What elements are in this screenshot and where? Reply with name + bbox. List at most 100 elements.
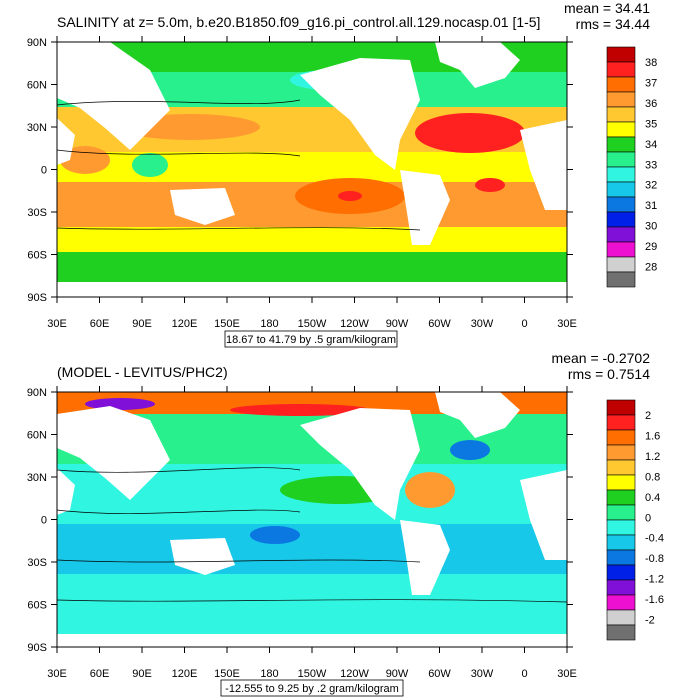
land-south-america (400, 170, 450, 245)
x-tick-label: 90E (132, 668, 152, 680)
colorbar-swatch (606, 399, 636, 416)
x-tick-label: 150E (214, 668, 240, 680)
colorbar-label: -0.4 (645, 533, 664, 545)
colorbar-label: 1.6 (645, 430, 660, 442)
land-asia (57, 42, 170, 150)
colorbar-swatch (606, 609, 636, 626)
land-africa (520, 470, 567, 560)
colorbar-swatch (606, 61, 636, 78)
arctic-negative (85, 398, 155, 410)
land-australia (170, 538, 235, 575)
y-axis: 90N 60N 30N 0 30S 60S 90S (27, 37, 573, 304)
south-pacific-negative (250, 526, 300, 544)
colorbar-swatch (606, 564, 636, 581)
colorbar-swatch (606, 106, 636, 123)
x-tick-label: 120W (340, 668, 369, 680)
y-tick-label: 90N (27, 37, 47, 49)
land-north-america (300, 408, 420, 520)
indonesia-fresh (132, 153, 168, 177)
colorbar-swatch (606, 121, 636, 138)
colorbar-swatch (606, 46, 636, 63)
north-atlantic-max (415, 113, 525, 153)
colorbar-swatch (606, 151, 636, 168)
land-africa-west (57, 118, 75, 165)
x-tick-label: 120W (340, 318, 369, 330)
colorbar-label: 33 (645, 159, 657, 171)
land-australia (170, 188, 235, 225)
colorbar-swatch (606, 256, 636, 273)
colorbar-swatch (606, 76, 636, 93)
colorbar-swatch (606, 624, 636, 641)
x-axis: 30E 60E 90E 120E 150E 180 150W 120W 90W 60W 30W 0 30… (47, 386, 577, 680)
colorbar-swatch (606, 504, 636, 521)
colorbar-swatch (606, 181, 636, 198)
land-africa (520, 120, 567, 210)
colorbar-label: 29 (645, 241, 657, 253)
gulf-positive (405, 472, 455, 508)
y-tick-label: 0 (41, 515, 47, 527)
colorbar-swatch (606, 519, 636, 536)
y-tick-label: 90N (27, 387, 47, 399)
colorbar-swatch (606, 271, 636, 288)
colorbar-label: 35 (645, 118, 657, 130)
x-tick-label: 30W (471, 668, 494, 680)
contour-info: 18.67 to 41.79 by .5 gram/kilogram (226, 334, 396, 346)
colorbar-swatch (606, 474, 636, 491)
colorbar-swatch (606, 444, 636, 461)
y-tick-label: 60N (27, 430, 47, 442)
land-greenland (435, 392, 520, 438)
y-tick-label: 60S (27, 600, 47, 612)
mean-label: mean = 34.41 (564, 0, 650, 16)
contour-lines (57, 467, 567, 603)
x-tick-label: 60E (90, 668, 110, 680)
colorbar-label: -2 (645, 615, 655, 627)
colorbar-label: 30 (645, 221, 657, 233)
land-africa-west (57, 468, 75, 515)
south-midlat-band (57, 227, 567, 252)
colorbar-swatch (606, 136, 636, 153)
y-tick-label: 60N (27, 80, 47, 92)
rms-label: rms = 0.7514 (568, 366, 650, 382)
x-tick-label: 60W (428, 318, 451, 330)
antarctica (57, 634, 567, 647)
colorbar-label: 0.8 (645, 471, 660, 483)
antarctica (57, 282, 567, 297)
x-tick-label: 30W (471, 318, 494, 330)
y-tick-label: 60S (27, 250, 47, 262)
colorbar: 2 1.6 1.2 0.8 0.4 0 -0.4 -0.8 -1.2 -1.6 -2 (606, 399, 664, 641)
colorbar-label: -1.2 (645, 574, 664, 586)
x-tick-label: 180 (260, 668, 278, 680)
colorbar-label: 2 (645, 410, 651, 422)
indian-negative (57, 533, 145, 557)
contour-info: -12.555 to 9.25 by .2 gram/kilogram (225, 683, 399, 695)
difference-panel: (MODEL - LEVITUS/PHC2) mean = -0.2702 rm… (27, 350, 664, 697)
land-asia (57, 406, 170, 500)
panel-title: (MODEL - LEVITUS/PHC2) (57, 364, 228, 380)
colorbar-swatch (606, 211, 636, 228)
y-tick-label: 90S (27, 642, 47, 654)
colorbar-swatch (606, 579, 636, 596)
contour-info-box (224, 330, 398, 348)
x-tick-label: 90W (386, 668, 409, 680)
y-tick-label: 30S (27, 557, 47, 569)
colorbar-label: 31 (645, 200, 657, 212)
contour-info-box (220, 679, 404, 697)
colorbar-label: 28 (645, 262, 657, 274)
colorbar-label: -0.8 (645, 553, 664, 565)
colorbar-swatch (606, 459, 636, 476)
colorbar-swatch (606, 196, 636, 213)
south-pacific-core (338, 191, 362, 201)
land-south-america (400, 520, 450, 595)
colorbar-label: 1.2 (645, 451, 660, 463)
difference-map (57, 392, 567, 647)
colorbar-swatch (606, 594, 636, 611)
mean-label: mean = -0.2702 (552, 350, 651, 366)
colorbar-swatch (606, 166, 636, 183)
salinity-panel: SALINITY at z= 5.0m, b.e20.B1850.f09_g16… (27, 0, 657, 348)
x-tick-label: 90E (132, 318, 152, 330)
x-tick-label: 60W (428, 668, 451, 680)
southern-band (57, 574, 567, 634)
colorbar-label: 0 (645, 512, 651, 524)
labrador-negative (450, 440, 490, 460)
contour-lines (57, 99, 421, 231)
